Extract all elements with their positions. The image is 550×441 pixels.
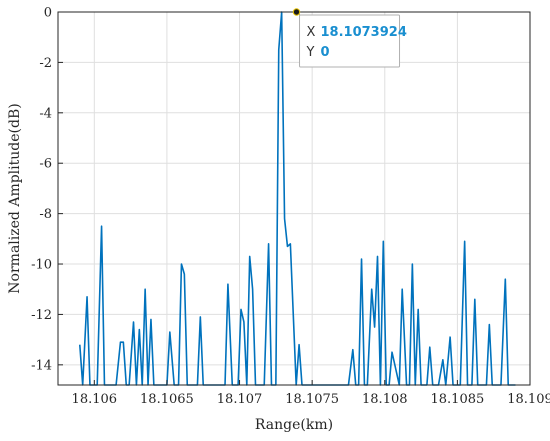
x-tick-label: 18.109 (507, 392, 550, 407)
y-tick-label: -6 (39, 157, 52, 172)
data-tip[interactable]: X 18.1073924 Y 0 (292, 8, 407, 68)
data-tip-x-key: X (307, 25, 316, 40)
data-tip-marker[interactable] (292, 8, 301, 16)
data-tip-y-value: 0 (321, 45, 330, 60)
y-tick-label: -4 (39, 106, 52, 121)
x-tick-label: 18.1075 (285, 392, 339, 407)
data-tip-y-key: Y (306, 45, 315, 60)
y-tick-label: 0 (44, 6, 52, 21)
data-tip-box[interactable] (299, 14, 401, 68)
y-tick-label: -12 (31, 308, 52, 323)
x-tick-label: 18.106 (72, 392, 118, 407)
x-tick-label: 18.107 (217, 392, 263, 407)
series-line (78, 11, 516, 386)
x-tick-label: 18.1065 (140, 392, 194, 407)
y-axis-label: Normalized Amplitude(dB) (7, 103, 23, 293)
y-tick-label: -10 (31, 258, 52, 273)
y-tick-label: -8 (39, 207, 52, 222)
x-tick-label: 18.1085 (431, 392, 485, 407)
x-axis: 18.106 18.1065 18.107 18.1075 18.108 18.1085 1… (72, 380, 550, 407)
x-axis-label: Range(km) (255, 417, 333, 433)
x-tick-label: 18.108 (362, 392, 408, 407)
y-tick-label: -14 (31, 358, 52, 373)
series-layer (78, 11, 516, 386)
data-tip-x-value: 18.1073924 (321, 25, 407, 40)
y-axis: 0 -2 -4 -6 -8 -10 -12 -14 (31, 6, 63, 373)
y-tick-label: -2 (39, 56, 52, 71)
